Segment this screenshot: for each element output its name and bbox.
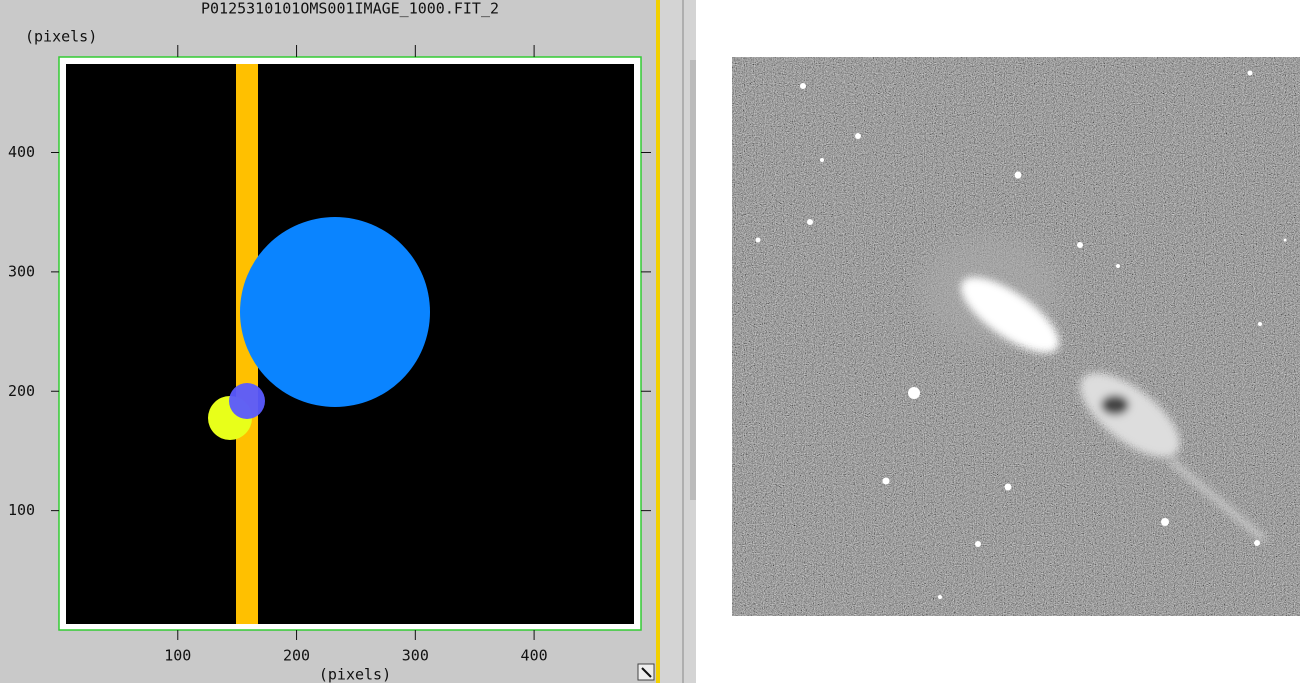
x-tick-label: 300	[402, 647, 429, 665]
y-tick-label: 300	[8, 262, 35, 280]
window-border	[656, 0, 660, 683]
purple-circle	[229, 383, 265, 419]
stars	[755, 70, 1287, 599]
resize-arrow	[641, 667, 652, 678]
galaxy	[960, 277, 1267, 543]
x-tick-label: 400	[521, 647, 548, 665]
y-tick-label: 400	[8, 143, 35, 161]
plot-title: P0125310101OMS001IMAGE_1000.FIT_2	[201, 0, 499, 18]
y-tick-label: 200	[8, 382, 35, 400]
large-circle	[240, 217, 430, 407]
scroll-thumb[interactable]	[690, 60, 696, 500]
x-tick-label: 100	[164, 647, 191, 665]
x-tick-label: 200	[283, 647, 310, 665]
y-axis-label: (pixels)	[25, 28, 97, 46]
y-tick-label: 100	[8, 501, 35, 519]
x-axis-label: (pixels)	[319, 666, 391, 683]
sky-image	[732, 57, 1300, 616]
